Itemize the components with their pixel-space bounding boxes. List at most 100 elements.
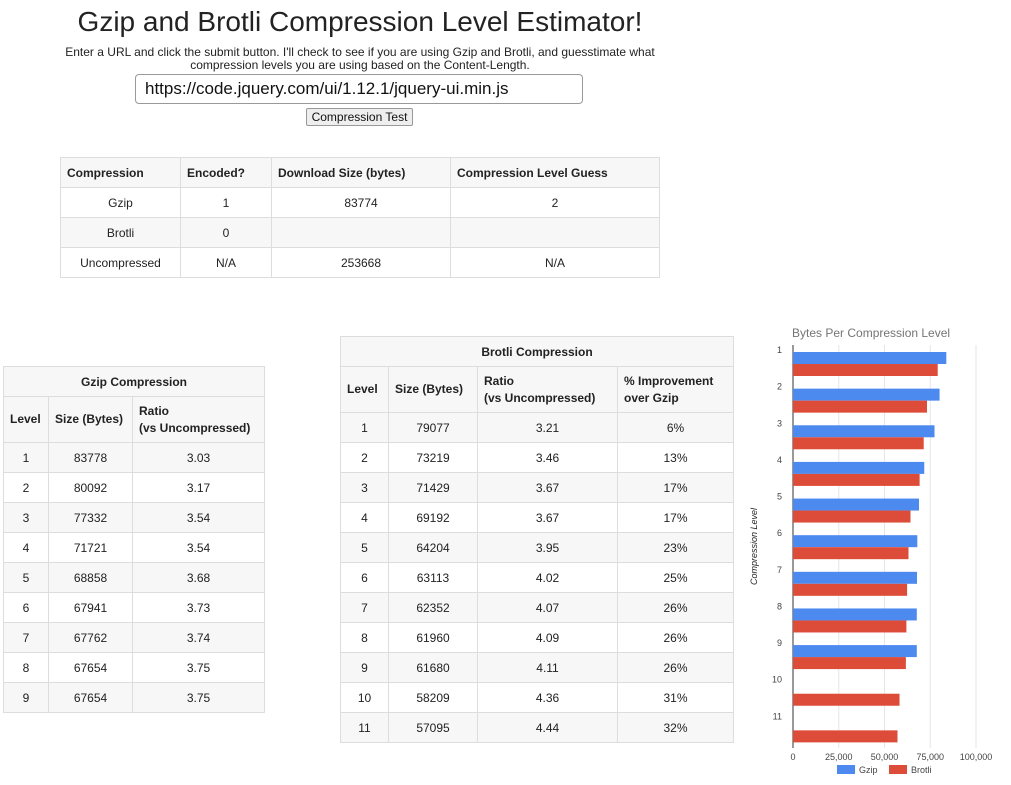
bytes-per-level-chart: Bytes Per Compression Level 0 25,000 50,000… <box>749 326 992 775</box>
table-cell: 6 <box>340 562 389 593</box>
table-cell: 57095 <box>388 712 478 743</box>
table-cell: 79077 <box>388 412 478 443</box>
table-cell: 6 <box>3 592 49 623</box>
summary-header: Download Size (bytes) <box>271 157 451 188</box>
brotli-bar <box>793 437 924 450</box>
table-cell: N/A <box>450 247 660 278</box>
table-cell: 64204 <box>388 532 478 563</box>
gzip-bar <box>793 608 917 621</box>
table-cell: 67941 <box>48 592 133 623</box>
gzip-header: Size (Bytes) <box>48 396 133 443</box>
y-tick-label: 6 <box>777 528 782 538</box>
summary-header: Encoded? <box>180 157 272 188</box>
brotli-bar <box>793 657 906 670</box>
chart-title: Bytes Per Compression Level <box>792 326 950 340</box>
table-cell: 4.09 <box>477 622 618 653</box>
table-cell: 4.02 <box>477 562 618 593</box>
brotli-header: Ratio (vs Uncompressed) <box>477 366 618 413</box>
table-cell: 63113 <box>388 562 478 593</box>
brotli-bar <box>793 364 938 376</box>
table-cell: 83774 <box>271 187 451 218</box>
table-cell: 3.75 <box>132 682 265 713</box>
gzip-bar <box>793 425 935 438</box>
legend-label: Brotli <box>911 765 932 775</box>
brotli-header: Size (Bytes) <box>388 366 478 413</box>
brotli-bar <box>793 620 907 633</box>
table-cell: 4 <box>3 532 49 563</box>
table-cell: 26% <box>617 592 734 623</box>
y-tick-label: 7 <box>777 565 782 575</box>
table-cell: 1 <box>180 187 272 218</box>
table-cell: 8 <box>3 652 49 683</box>
table-cell: 6% <box>617 412 734 443</box>
table-row: 10 58209 4.36 31% <box>340 682 734 713</box>
table-row: 3 77332 3.54 <box>3 502 265 533</box>
table-row: 7 62352 4.07 26% <box>340 592 734 623</box>
table-row: Brotli 0 <box>60 217 660 248</box>
y-tick-label: 10 <box>772 675 782 685</box>
url-input[interactable] <box>135 74 583 104</box>
y-tick-label: 5 <box>777 492 782 502</box>
table-row: 5 68858 3.68 <box>3 562 265 593</box>
table-row: Uncompressed N/A 253668 N/A <box>60 247 660 278</box>
brotli-caption-row: Brotli Compression <box>340 336 734 367</box>
y-tick-label: 2 <box>777 382 782 392</box>
y-axis-label: Compression Level <box>749 507 759 585</box>
table-row: 3 71429 3.67 17% <box>340 472 734 503</box>
table-cell: 1 <box>3 442 49 473</box>
brotli-bar <box>793 400 927 413</box>
compression-test-button[interactable]: Compression Test <box>306 108 413 126</box>
x-tick-label: 25,000 <box>825 752 853 762</box>
table-cell: 2 <box>3 472 49 503</box>
table-cell: 8 <box>340 622 389 653</box>
table-cell: 3.95 <box>477 532 618 563</box>
table-cell: 3.03 <box>132 442 265 473</box>
x-tick-label: 75,000 <box>916 752 944 762</box>
table-cell: 58209 <box>388 682 478 713</box>
table-cell: 68858 <box>48 562 133 593</box>
table-cell: 17% <box>617 472 734 503</box>
table-cell: 9 <box>340 652 389 683</box>
table-cell: 3.17 <box>132 472 265 503</box>
table-cell: 3.67 <box>477 472 618 503</box>
table-cell: 7 <box>3 622 49 653</box>
legend-swatch <box>837 765 855 774</box>
gzip-header: Level <box>3 396 49 443</box>
table-row: 2 80092 3.17 <box>3 472 265 503</box>
table-cell: 1 <box>340 412 389 443</box>
table-cell: 61680 <box>388 652 478 683</box>
summary-header-row: Compression Encoded? Download Size (byte… <box>60 157 660 188</box>
table-cell: 80092 <box>48 472 133 503</box>
table-cell: 69192 <box>388 502 478 533</box>
summary-table: Compression Encoded? Download Size (byte… <box>60 157 660 278</box>
table-cell: 26% <box>617 622 734 653</box>
table-cell: 77332 <box>48 502 133 533</box>
table-row: 1 83778 3.03 <box>3 442 265 473</box>
brotli-header: Level <box>340 366 389 413</box>
table-row: 7 67762 3.74 <box>3 622 265 653</box>
table-cell: 2 <box>450 187 660 218</box>
table-cell <box>271 217 451 248</box>
table-row: 6 67941 3.73 <box>3 592 265 623</box>
table-cell: 4.11 <box>477 652 618 683</box>
brotli-table: Brotli Compression Level Size (Bytes) Ra… <box>340 336 734 743</box>
brotli-bar <box>793 547 909 560</box>
x-tick-label: 50,000 <box>871 752 899 762</box>
gzip-bar <box>793 535 918 548</box>
table-cell <box>450 217 660 248</box>
gzip-table-caption: Gzip Compression <box>3 366 265 397</box>
table-cell: 3.75 <box>132 652 265 683</box>
table-cell: 253668 <box>271 247 451 278</box>
brotli-bar <box>793 693 900 706</box>
y-tick-label: 9 <box>777 638 782 648</box>
table-cell: 3.73 <box>132 592 265 623</box>
table-cell: 67654 <box>48 682 133 713</box>
table-cell: 17% <box>617 502 734 533</box>
table-row: 1 79077 3.21 6% <box>340 412 734 443</box>
y-tick-label: 1 <box>777 345 782 355</box>
y-tick-label: 11 <box>773 711 782 721</box>
table-cell: 62352 <box>388 592 478 623</box>
table-row: 6 63113 4.02 25% <box>340 562 734 593</box>
gzip-bar <box>793 388 940 401</box>
table-cell: 3.67 <box>477 502 618 533</box>
